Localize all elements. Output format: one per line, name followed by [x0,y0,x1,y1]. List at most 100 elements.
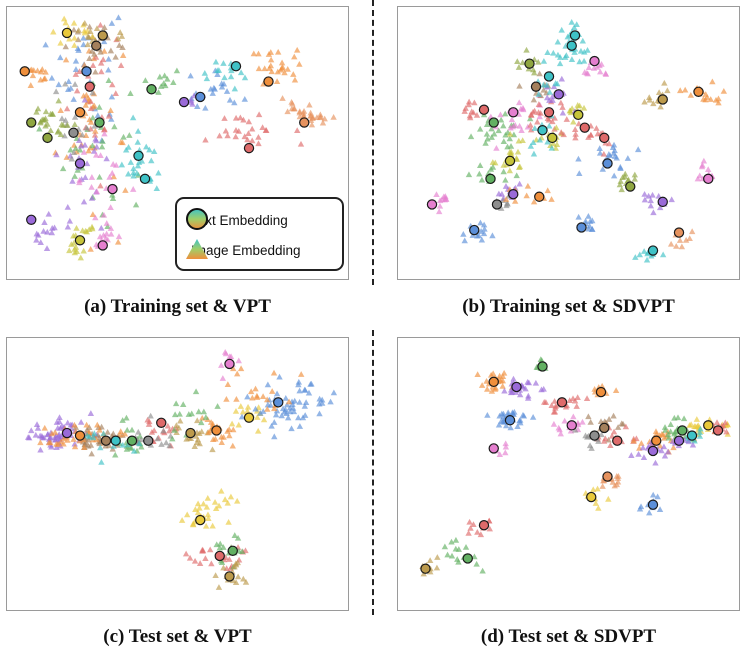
image-embedding-point [614,478,622,485]
image-embedding-point [50,28,57,35]
image-embedding-point [97,48,104,55]
image-embedding-point [37,446,44,453]
image-embedding-point [178,517,186,523]
image-embedding-points [433,19,728,263]
image-embedding-point [97,59,105,66]
text-embedding-point [673,227,685,238]
image-embedding-point [646,94,653,101]
image-embedding-point [77,254,84,261]
text-embedding-point [566,420,577,431]
image-embedding-point [69,178,76,184]
image-embedding-point [551,114,558,121]
image-embedding-point [602,435,609,442]
image-embedding-point [682,236,690,243]
image-embedding-point [576,170,583,176]
image-embedding-point [130,165,137,172]
image-embedding-point [214,67,221,74]
image-embedding-point [560,131,567,138]
image-embedding-point [454,556,461,562]
image-embedding-point [109,195,117,202]
image-embedding-point [645,192,652,199]
image-embedding-point [496,372,503,379]
image-embedding-point [130,447,138,454]
text-embedding-point [602,158,613,169]
image-embedding-point [696,432,704,439]
image-embedding-point [427,568,434,575]
image-embedding-point [302,399,310,406]
image-embedding-point [79,227,86,234]
text-embedding-point [68,127,79,138]
image-embedding-point [137,436,145,443]
image-embedding-point [240,116,247,123]
image-embedding-point [244,403,252,410]
image-embedding-point [288,425,295,432]
image-embedding-point [47,127,54,134]
image-embedding-point [661,424,669,430]
image-embedding-point [641,191,648,197]
text-embedding-point [195,514,206,526]
image-embedding-point [100,430,107,437]
image-embedding-point [722,419,729,426]
image-embedding-point [462,105,469,111]
image-embedding-point [28,427,35,434]
image-embedding-point [112,53,119,60]
image-embedding-point [661,434,668,441]
image-embedding-point [515,164,523,170]
image-embedding-point [648,441,656,447]
image-embedding-point [209,522,216,529]
image-embedding-point [231,532,238,538]
image-embedding-point [64,223,72,230]
image-embedding-point [686,235,693,242]
image-embedding-point [474,371,481,377]
text-embedding-point [214,550,225,562]
image-embedding-point [535,58,542,65]
image-embedding-point [119,52,127,58]
image-embedding-point [257,409,264,416]
image-embedding-point [646,96,653,103]
text-embedding-point [576,222,587,233]
image-embedding-point [479,567,486,574]
image-embedding-point [56,414,63,420]
image-embedding-point [495,127,502,134]
image-embedding-point [558,26,565,33]
image-embedding-point [221,74,228,81]
image-embedding-point [260,416,268,423]
image-embedding-point [622,170,629,177]
text-embedding-point [224,571,235,582]
image-embedding-point [194,500,202,507]
image-embedding-point [634,146,642,153]
image-embedding-point [263,396,271,403]
image-embedding-point [118,161,126,168]
image-embedding-point [534,118,541,125]
image-embedding-point [465,171,473,178]
text-embedding-point [569,30,581,41]
image-embedding-point [617,178,624,184]
text-embedding-point [146,84,157,95]
text-embedding-point [273,397,284,408]
image-embedding-point [543,81,550,88]
image-embedding-point [114,238,122,245]
image-embedding-point [80,41,87,48]
image-embedding-point [568,56,576,63]
image-embedding-point [680,415,688,422]
image-embedding-point [289,404,297,411]
image-embedding-point [224,381,232,388]
image-embedding-point [586,442,594,449]
image-embedding-point [667,421,674,428]
text-embedding-point [553,89,564,100]
image-embedding-point [308,380,315,387]
image-embedding-point [621,173,629,180]
image-embedding-point [29,72,37,79]
image-embedding-point [535,101,543,107]
image-embedding-point [518,127,525,133]
image-embedding-point [612,387,620,393]
image-embedding-point [713,419,721,425]
image-embedding-point [656,204,664,211]
image-embedding-point [514,58,521,65]
image-embedding-point [235,421,242,428]
text-embedding-point [589,430,600,441]
text-embedding-points [61,358,284,582]
image-embedding-point [579,37,587,44]
image-embedding-point [108,116,115,122]
image-embedding-point [194,103,201,109]
